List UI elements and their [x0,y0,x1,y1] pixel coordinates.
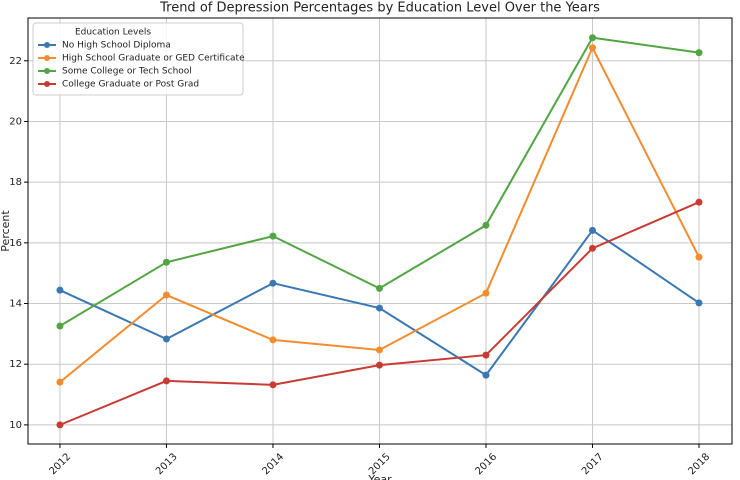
data-point [375,361,383,369]
legend-marker [44,81,50,87]
x-tick-label: 2012 [47,451,73,477]
data-point [162,291,170,299]
y-tick-label: 12 [9,359,22,370]
data-point [269,336,277,344]
plot-frame [27,17,733,445]
data-point [269,381,277,389]
data-point [56,286,64,294]
chart-title: Trend of Depression Percentages by Educa… [159,1,600,16]
legend-label: No High School Diploma [62,41,171,51]
data-point [56,322,64,330]
data-point [56,378,64,386]
legend-box [32,22,244,96]
y-axis-label: Percent [0,210,12,252]
x-tick-label: 2013 [154,451,180,477]
data-point [482,221,490,229]
y-tick-label: 18 [9,177,22,188]
data-point [695,253,703,261]
legend-marker [44,68,50,74]
x-tick-label: 2018 [686,451,712,477]
legend-label: College Graduate or Post Grad [62,80,199,90]
legend-label: Some College or Tech School [62,67,192,77]
data-point [482,371,490,379]
data-point [269,279,277,287]
legend-marker [44,42,50,48]
data-point [56,421,64,429]
x-tick-label: 2014 [260,451,286,477]
data-point [695,49,703,57]
y-tick-label: 10 [9,420,22,431]
x-axis-label: Year [367,473,392,480]
data-point [588,226,596,234]
y-tick-label: 22 [9,56,22,67]
data-point [482,289,490,297]
legend-title: Education Levels [75,28,151,38]
legend-marker [44,55,50,61]
data-point [375,304,383,312]
data-point [269,232,277,240]
x-tick-label: 2016 [473,451,499,477]
data-point [695,198,703,206]
y-tick-label: 14 [9,299,22,310]
data-point [695,299,703,307]
data-point [375,284,383,292]
data-point [482,351,490,359]
data-point [162,335,170,343]
x-tick-label: 2017 [580,451,606,477]
data-point [588,34,596,42]
y-tick-label: 16 [9,238,22,249]
y-tick-label: 20 [9,116,22,127]
data-point [588,244,596,252]
data-point [375,346,383,354]
legend-label: High School Graduate or GED Certificate [62,54,245,64]
data-point [588,44,596,52]
data-point [162,377,170,385]
data-point [162,258,170,266]
